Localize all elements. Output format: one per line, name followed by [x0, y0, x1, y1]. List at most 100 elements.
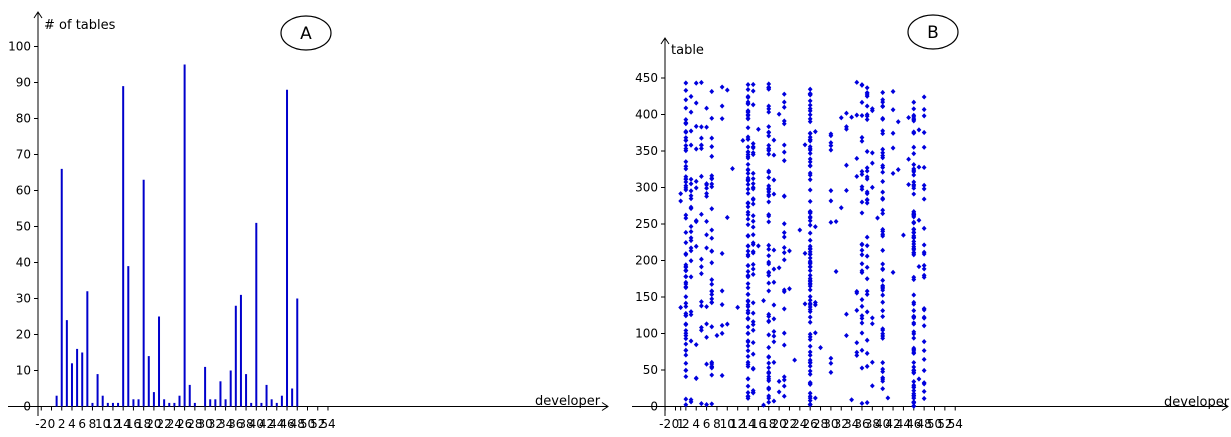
panel-b-point: [678, 191, 684, 197]
panel-b-x-tick-label: 18: [761, 417, 776, 431]
panel-b-point: [921, 186, 927, 192]
panel-b-point: [745, 151, 751, 158]
panel-b-point: [781, 193, 787, 199]
panel-b-point: [880, 189, 886, 195]
panel-b-point: [766, 103, 772, 109]
panel-a-y-tick-label: 90: [16, 76, 31, 90]
panel-b-point: [709, 184, 715, 190]
panel-b-point: [683, 142, 689, 149]
panel-b-point: [921, 196, 927, 202]
panel-b-point: [911, 172, 917, 178]
panel-b-point: [807, 222, 813, 228]
panel-b-point: [683, 284, 689, 290]
panel-b-point: [844, 162, 849, 168]
panel-b-point: [807, 302, 813, 308]
panel-b-point: [745, 343, 751, 349]
panel-b-point: [709, 88, 715, 95]
panel-b-point: [807, 146, 813, 152]
panel-b-point: [781, 306, 787, 312]
panel-b-point: [807, 134, 813, 140]
panel-b-point: [880, 266, 886, 272]
panel-b-point: [693, 375, 699, 381]
panel-a-x-tick-label: 4: [68, 417, 76, 431]
panel-b-point: [921, 144, 927, 150]
panel-b-point: [807, 243, 813, 249]
panel-b-point: [745, 144, 751, 150]
panel-b-point: [766, 354, 772, 360]
panel-b-point: [911, 130, 917, 136]
panel-b-point: [771, 316, 777, 322]
panel-b-point: [921, 266, 927, 272]
panel-b-point: [745, 310, 751, 316]
panel-b-point: [864, 276, 870, 282]
panel-b-point: [745, 204, 751, 210]
panel-a-x-tick-label: 0: [48, 417, 56, 431]
panel-b-point: [869, 383, 875, 389]
panel-b-point: [911, 238, 917, 245]
panel-b-point: [771, 191, 777, 197]
panel-b-point: [911, 230, 917, 236]
panel-b-point: [709, 372, 715, 378]
panel-b-point: [704, 232, 709, 238]
panel-b-x-tick-label: 42: [885, 417, 900, 431]
panel-b-point: [895, 167, 901, 173]
panel-b-point: [859, 320, 865, 326]
panel-b-point: [750, 365, 756, 371]
panel-b-point: [709, 144, 715, 150]
panel-b-point: [916, 263, 922, 270]
panel-b-point: [745, 161, 751, 168]
panel-b-point: [911, 169, 917, 175]
panel-b-x-tick-label: 36: [854, 417, 869, 431]
panel-b-point: [807, 102, 813, 108]
panel-b-point: [688, 237, 694, 244]
panel-b-point: [683, 303, 689, 310]
panel-b-point: [745, 99, 751, 105]
panel-b-point: [911, 219, 917, 225]
panel-b-point: [911, 393, 917, 399]
panel-b-point: [864, 176, 870, 182]
panel-b-point: [864, 112, 870, 118]
panel-b-point: [688, 128, 694, 134]
panel-b-point: [895, 119, 901, 125]
panel-b-point: [787, 286, 792, 292]
panel-b-point: [766, 288, 772, 294]
panel-b-point: [771, 302, 777, 308]
panel-b-point: [688, 205, 694, 212]
panel-b-x-tick-label: 48: [916, 417, 931, 431]
panel-b-point: [807, 343, 813, 349]
panel-b-point: [911, 369, 917, 376]
panel-b-point: [766, 85, 772, 91]
panel-b-point: [859, 269, 865, 276]
panel-b-point: [880, 366, 886, 372]
panel-b-point: [688, 235, 694, 241]
panel-b-point: [750, 310, 756, 316]
panel-a-y-tick-label: 80: [16, 112, 31, 126]
panel-b-y-tick-label: 350: [635, 144, 658, 158]
panel-b-point: [921, 323, 927, 329]
panel-b-point: [766, 332, 772, 338]
panel-b-point: [854, 349, 860, 355]
panel-b-point: [745, 353, 751, 360]
panel-b-point: [714, 332, 720, 339]
panel-b-point: [781, 99, 787, 105]
panel-b-point: [807, 112, 813, 118]
panel-b-point: [745, 136, 751, 142]
panel-b-point: [859, 186, 865, 192]
panel-b-x-tick-label: 38: [865, 417, 880, 431]
panel-b-point: [833, 218, 839, 225]
panel-b-point: [745, 291, 751, 298]
panel-b-point: [781, 330, 787, 336]
panel-b-point: [864, 234, 870, 240]
panel-b-point: [688, 188, 694, 194]
panel-b-point: [807, 86, 813, 92]
panel-b-point: [807, 336, 813, 343]
panel-b-point: [849, 397, 855, 403]
panel-b-point: [745, 304, 751, 310]
panel-b-point: [838, 205, 844, 211]
panel-b-point: [766, 261, 772, 267]
panel-b-point: [880, 299, 886, 305]
panel-b-point: [683, 352, 689, 358]
panel-b-point: [807, 156, 813, 162]
panel-b-point: [750, 224, 756, 230]
panel-b-point: [812, 330, 818, 336]
